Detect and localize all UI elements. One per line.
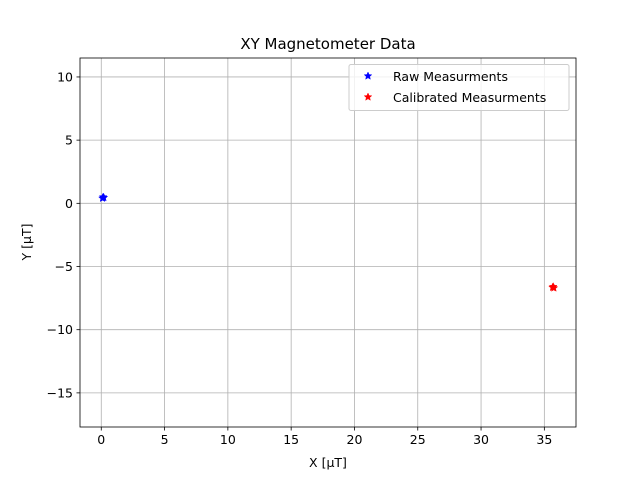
y-tick-label: −10 bbox=[47, 322, 73, 337]
y-tick-label: 5 bbox=[65, 133, 73, 148]
grid bbox=[80, 58, 576, 427]
chart-title: XY Magnetometer Data bbox=[240, 35, 415, 53]
data-points bbox=[98, 192, 559, 292]
x-tick-label: 15 bbox=[283, 432, 299, 447]
y-tick-label: 10 bbox=[57, 69, 73, 84]
legend-box bbox=[348, 64, 570, 111]
raw-point bbox=[99, 192, 109, 202]
legend-label-raw: Raw Measurments bbox=[393, 69, 508, 84]
plot-frame bbox=[79, 57, 577, 428]
y-tick-label: −5 bbox=[55, 259, 73, 274]
legend-marker-raw bbox=[363, 71, 373, 80]
y-tick-label: 0 bbox=[65, 196, 73, 211]
y-axis-label: Y [μT] bbox=[19, 224, 34, 262]
legend-label-calibrated: Calibrated Measurments bbox=[393, 90, 546, 105]
x-tick-label: 25 bbox=[410, 432, 426, 447]
x-tick-label: 5 bbox=[161, 432, 169, 447]
legend: Raw Measurments Calibrated Measurments bbox=[348, 64, 570, 111]
calibrated-point bbox=[548, 282, 557, 292]
y-tick-label: −15 bbox=[47, 385, 73, 400]
x-tick-label: 35 bbox=[536, 432, 552, 447]
x-tick-label: 20 bbox=[347, 432, 363, 447]
legend-marker-calibrated bbox=[363, 92, 373, 101]
x-tick-label: 0 bbox=[97, 432, 105, 447]
x-tick-label: 30 bbox=[473, 432, 489, 447]
x-tick-label: 10 bbox=[220, 432, 236, 447]
x-axis-label: X [μT] bbox=[309, 455, 347, 470]
ticks: 0 5 10 15 20 25 30 35 10 5 0 −5 −10 −15 bbox=[47, 69, 553, 447]
